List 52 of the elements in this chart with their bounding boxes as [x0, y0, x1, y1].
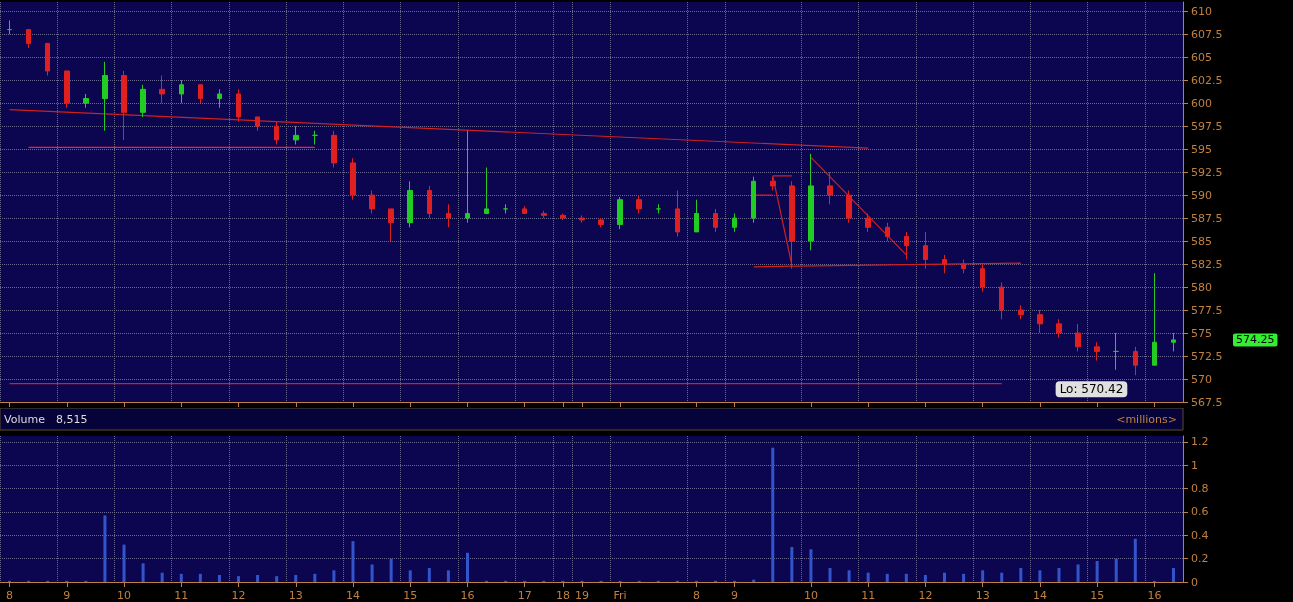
y-tick-label: 0: [1191, 575, 1198, 589]
x-tick-label: 10: [803, 589, 818, 602]
y-tick-label: 575: [1191, 326, 1212, 340]
y-tick-label: 1: [1191, 458, 1198, 472]
x-tick-label: 11: [861, 589, 876, 602]
y-tick-label: 605: [1191, 50, 1212, 64]
x-tick-label: 14: [345, 589, 360, 602]
y-tick-label: 0.8: [1191, 482, 1209, 496]
text: Volume: [4, 413, 46, 426]
x-tick-label: 9: [731, 589, 739, 602]
y-tick-label: 570: [1191, 372, 1212, 386]
annotation: Lo: 570.42: [1059, 382, 1124, 397]
x-tick-label: 11: [174, 589, 189, 602]
x-tick-label: 19: [574, 589, 589, 602]
text: 8,515: [56, 413, 88, 426]
x-tick-label: 15: [403, 589, 418, 602]
x-tick-label: 14: [1032, 589, 1047, 602]
text: 574.25: [1236, 333, 1275, 347]
x-tick-label: 17: [517, 589, 532, 602]
y-tick-label: 0.6: [1191, 505, 1209, 519]
y-tick-label: 610: [1191, 4, 1212, 18]
y-tick-label: 592.5: [1191, 165, 1223, 179]
y-tick-label: 567.5: [1191, 395, 1223, 409]
text: <millions>: [1116, 413, 1177, 426]
y-tick-label: 597.5: [1191, 119, 1223, 133]
y-tick-label: 577.5: [1191, 303, 1223, 317]
x-tick-label: 16: [1147, 589, 1162, 602]
x-tick-label: 12: [918, 589, 933, 602]
y-tick-label: 600: [1191, 96, 1212, 110]
y-tick-label: 595: [1191, 142, 1212, 156]
x-tick-label: 15: [1090, 589, 1105, 602]
y-tick-label: 0.2: [1191, 552, 1209, 566]
x-tick-label: Fri: [613, 589, 627, 602]
y-tick-label: 590: [1191, 188, 1212, 202]
y-tick-label: 572.5: [1191, 349, 1223, 363]
x-tick-label: 8: [692, 589, 700, 602]
y-tick-label: 582.5: [1191, 257, 1223, 271]
x-tick-label: 8: [6, 589, 14, 602]
y-tick-label: 1.2: [1191, 435, 1209, 449]
y-tick-label: 587.5: [1191, 211, 1223, 225]
x-tick-label: 10: [117, 589, 132, 602]
y-tick-label: 602.5: [1191, 73, 1223, 87]
x-tick-label: 13: [975, 589, 990, 602]
x-tick-label: 9: [63, 589, 71, 602]
x-tick-label: 16: [460, 589, 475, 602]
y-tick-label: 0.4: [1191, 528, 1209, 542]
y-tick-label: 607.5: [1191, 27, 1223, 41]
x-tick-label: 12: [231, 589, 246, 602]
y-tick-label: 585: [1191, 234, 1212, 248]
x-tick-label: 18: [555, 589, 570, 602]
x-tick-label: 13: [288, 589, 303, 602]
y-tick-label: 580: [1191, 280, 1212, 294]
